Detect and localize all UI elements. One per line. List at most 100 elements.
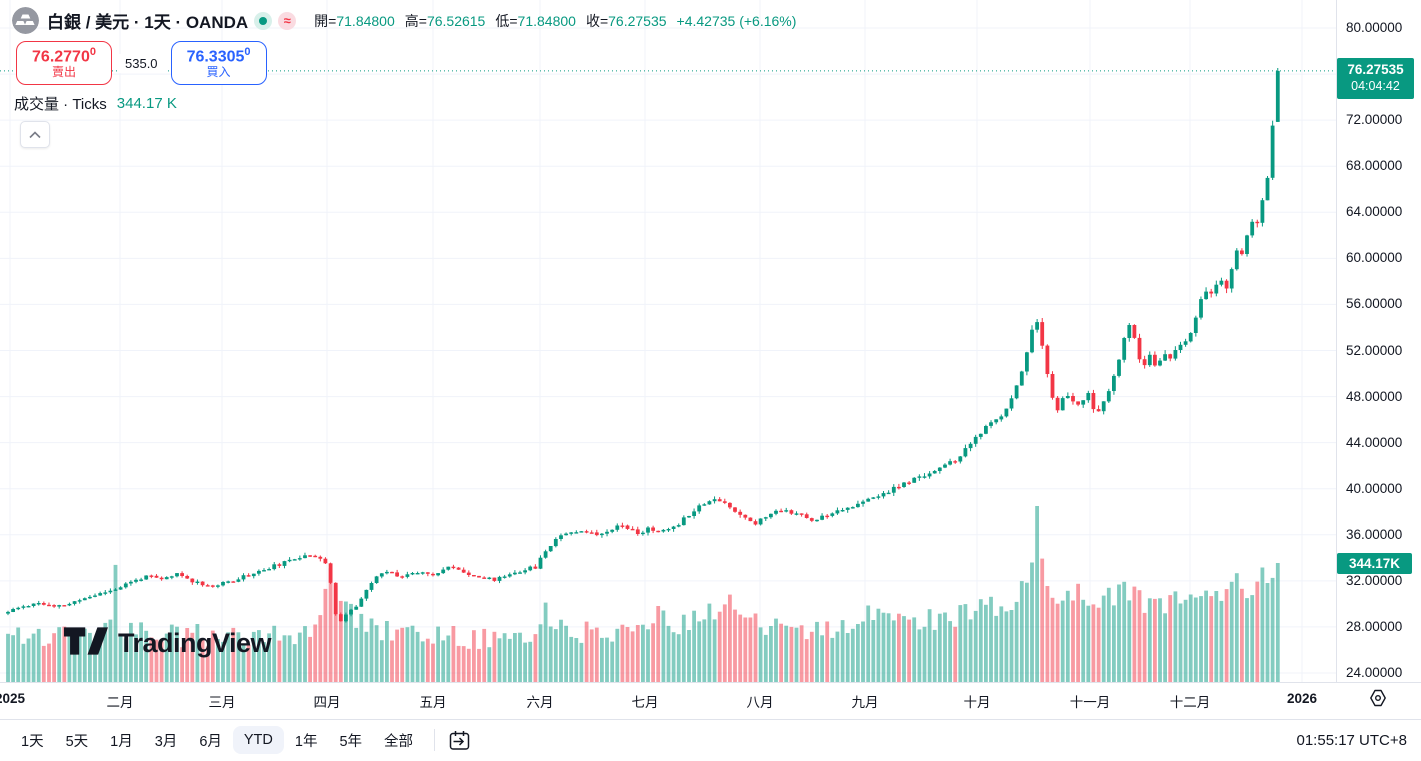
volume-bar <box>917 629 922 682</box>
volume-bar <box>707 603 712 682</box>
candle <box>948 461 952 465</box>
candle <box>123 583 128 588</box>
range-tab-1d[interactable]: 1天 <box>21 733 44 750</box>
volume-bar <box>292 644 297 682</box>
volume-bar <box>1199 596 1203 682</box>
candle <box>487 577 492 579</box>
price-axis[interactable]: 76.27535 04:04:42 344.17K 80.00000 72.000… <box>1336 0 1421 682</box>
volume-bar <box>528 641 533 682</box>
volume-bar <box>57 627 62 682</box>
volume-bar <box>620 624 625 682</box>
candle <box>139 579 143 581</box>
approximate-values-icon[interactable]: ≈ <box>278 11 297 30</box>
range-tab-6m[interactable]: 6月 <box>199 733 222 750</box>
volume-bar <box>11 635 15 682</box>
buy-button[interactable]: 76.33050 買入 <box>170 41 267 85</box>
candle <box>625 525 630 529</box>
candle <box>722 501 727 503</box>
pane-collapse-button[interactable] <box>20 121 50 148</box>
candle <box>251 573 256 577</box>
candle <box>635 529 640 534</box>
candle <box>1142 359 1147 366</box>
volume-bar <box>1014 601 1019 682</box>
volume-bar <box>1071 600 1075 682</box>
candle <box>569 532 574 534</box>
candle <box>169 576 174 578</box>
volume-bar <box>1224 589 1229 682</box>
candle <box>769 513 773 518</box>
current-price: 76.27535 <box>1347 62 1404 78</box>
candle <box>1050 374 1055 398</box>
candle <box>989 422 993 426</box>
volume-layer <box>6 506 1280 682</box>
candle <box>323 558 328 564</box>
candle <box>902 482 906 487</box>
volume-bar <box>369 618 374 682</box>
candle <box>1096 409 1101 412</box>
candle <box>994 419 999 423</box>
volume-bar <box>963 604 968 682</box>
candle <box>1071 396 1075 402</box>
candle <box>379 573 384 577</box>
volume-bar <box>1050 597 1055 682</box>
volume-bar <box>538 624 543 682</box>
volume-bar <box>661 610 666 682</box>
price-tick-label: 32.00000 <box>1346 572 1403 588</box>
candle <box>26 606 31 608</box>
chevron-up-icon <box>29 126 41 144</box>
bottom-toolbar: 1天 5天 1月 3月 6月 YTD 1年 5年 全部 01:55:17 UTC… <box>0 719 1421 760</box>
volume-bar <box>379 640 384 682</box>
candle <box>333 582 338 615</box>
sell-button[interactable]: 76.27700 賣出 <box>16 41 112 85</box>
range-tab-5y[interactable]: 5年 <box>339 733 363 750</box>
candle <box>318 556 323 559</box>
volume-bar <box>671 632 676 682</box>
candle <box>190 578 195 583</box>
range-tab-1m[interactable]: 1月 <box>110 733 133 750</box>
symbol-title[interactable]: 白銀 / 美元 · 1天 · OANDA <box>47 13 249 32</box>
chart-pane[interactable]: TradingView 白銀 / 美元 · 1天 · OANDA ≈ 開=71.… <box>0 0 1336 682</box>
volume-bar <box>943 612 947 682</box>
volume-bar <box>364 631 369 682</box>
bar-countdown: 04:04:42 <box>1351 79 1400 94</box>
volume-bar <box>897 613 901 682</box>
range-tab-3m[interactable]: 3月 <box>154 733 178 750</box>
candle <box>103 592 108 594</box>
range-tab-1y[interactable]: 1年 <box>294 733 318 750</box>
range-tab-all[interactable]: 全部 <box>384 733 414 750</box>
volume-bar <box>518 632 522 682</box>
volume-bar <box>1112 605 1116 682</box>
candle <box>1265 177 1270 201</box>
candle <box>425 572 430 574</box>
volume-bar <box>1096 607 1101 682</box>
candle <box>344 614 348 622</box>
volume-bar <box>144 630 149 682</box>
volume-indicator-label[interactable]: 成交量 · Ticks <box>14 96 107 113</box>
range-tab-5d[interactable]: 5天 <box>65 733 89 750</box>
tradingview-watermark[interactable]: TradingView <box>64 624 272 663</box>
chart-canvas[interactable] <box>0 0 1336 682</box>
volume-bar <box>47 643 51 682</box>
volume-bar <box>385 621 389 682</box>
spread-value: 535.0 <box>118 53 165 73</box>
time-axis[interactable]: 2025 二月 三月 四月 五月 六月 七月 八月 九月 十月 十一月 十二月 2026 <box>0 682 1421 720</box>
candle <box>359 598 364 607</box>
volume-bar <box>195 624 200 682</box>
clock[interactable]: 01:55:17 UTC+8 <box>1296 732 1408 749</box>
volume-bar <box>1188 594 1193 682</box>
volume-bar <box>548 626 553 682</box>
volume-bar <box>246 644 251 682</box>
candle <box>477 575 481 578</box>
candle <box>277 564 282 566</box>
candle <box>113 589 118 591</box>
candle <box>963 448 968 457</box>
candle <box>1224 280 1229 289</box>
market-open-status-icon[interactable] <box>254 11 273 30</box>
range-tab-ytd[interactable]: YTD <box>232 726 284 754</box>
scale-settings-icon[interactable] <box>1366 686 1390 715</box>
goto-date-button[interactable] <box>447 728 472 753</box>
candle <box>466 572 471 575</box>
time-axis-label: 六月 <box>526 695 554 710</box>
volume-bar <box>845 633 850 682</box>
candle <box>328 563 333 583</box>
